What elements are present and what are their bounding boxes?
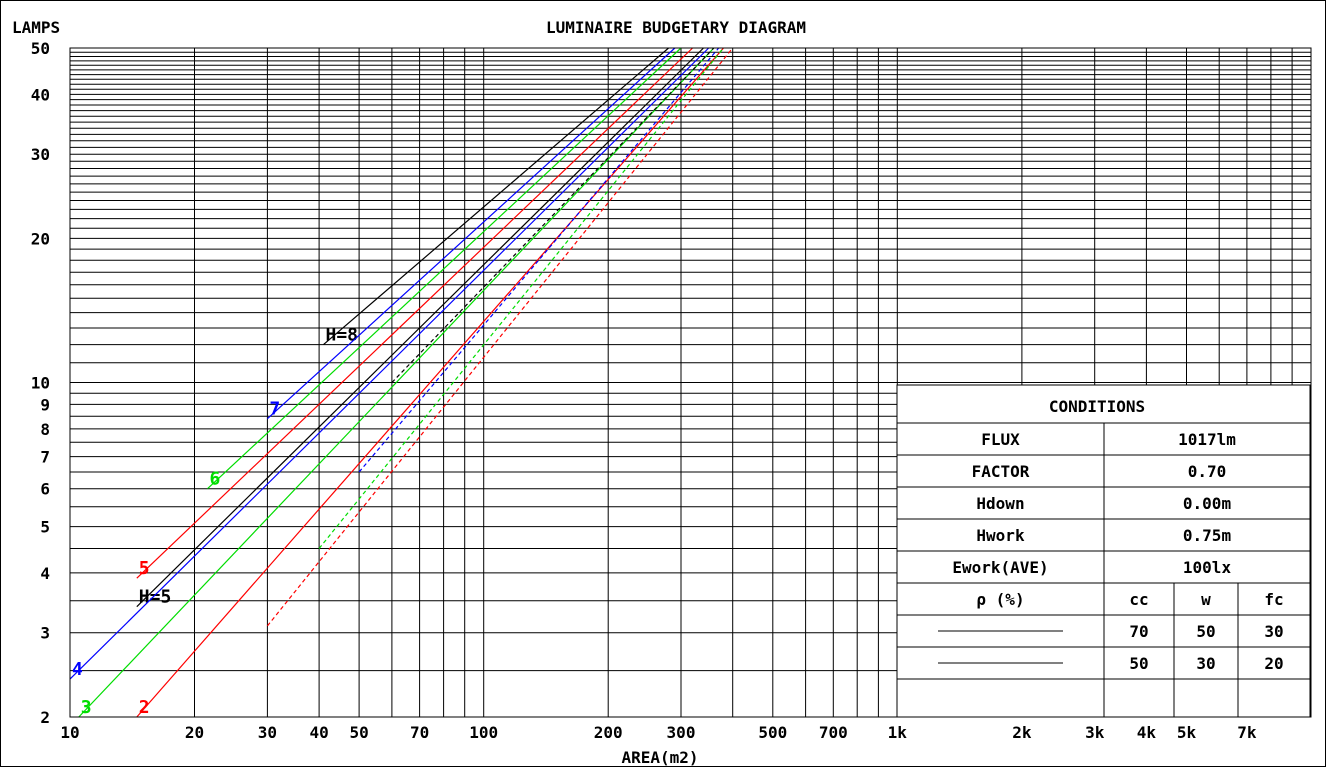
reflectance-value: 50 (1196, 622, 1215, 641)
x-tick-label: 40 (309, 723, 328, 742)
x-tick-label: 30 (258, 723, 277, 742)
y-tick-label: 50 (31, 39, 50, 58)
y-tick-label: 6 (40, 480, 50, 499)
x-tick-label: 70 (410, 723, 429, 742)
x-tick-label: 500 (758, 723, 787, 742)
condition-name: FACTOR (972, 462, 1030, 481)
series-label: H=5 (139, 587, 172, 608)
x-tick-label: 2k (1012, 723, 1032, 742)
x-tick-label: 50 (349, 723, 368, 742)
x-tick-label: 300 (667, 723, 696, 742)
series-label: 2 (139, 697, 150, 718)
series-label: 7 (269, 399, 280, 420)
reflectance-label: ρ (%) (976, 590, 1024, 609)
y-tick-label: 3 (40, 624, 50, 643)
reflectance-column: cc (1129, 590, 1148, 609)
x-tick-label: 100 (469, 723, 498, 742)
y-axis-title: LAMPS (12, 18, 60, 37)
reflectance-value: 30 (1264, 622, 1283, 641)
x-tick-label: 10 (60, 723, 79, 742)
series-label: H=8 (326, 325, 359, 346)
series-label: 4 (72, 659, 83, 680)
y-tick-label: 9 (40, 395, 50, 414)
x-tick-label: 200 (594, 723, 623, 742)
condition-value: 0.75m (1183, 526, 1232, 545)
x-tick-label: 4k (1137, 723, 1157, 742)
y-tick-label: 5 (40, 518, 50, 537)
y-tick-label: 20 (31, 229, 50, 248)
reflectance-value: 50 (1129, 654, 1148, 673)
y-tick-label: 40 (31, 85, 50, 104)
series-label: 6 (210, 469, 221, 490)
series-label: 5 (139, 558, 150, 579)
y-tick-label: 8 (40, 420, 50, 439)
y-tick-label: 2 (40, 708, 50, 727)
y-tick-label: 30 (31, 145, 50, 164)
reflectance-column: fc (1264, 590, 1283, 609)
x-tick-label: 700 (819, 723, 848, 742)
x-axis-title: AREA(m2) (621, 748, 698, 767)
condition-name: Hdown (976, 494, 1024, 513)
condition-name: Hwork (976, 526, 1025, 545)
condition-value: 0.00m (1183, 494, 1232, 513)
y-tick-label: 7 (40, 448, 50, 467)
chart-title: LUMINAIRE BUDGETARY DIAGRAM (546, 18, 806, 37)
condition-value: 0.70 (1188, 462, 1227, 481)
x-tick-label: 3k (1085, 723, 1105, 742)
reflectance-column: w (1201, 590, 1211, 609)
reflectance-value: 30 (1196, 654, 1215, 673)
condition-value: 1017lm (1178, 430, 1236, 449)
conditions-table: CONDITIONS FLUX 1017lm FACTOR 0.70 Hdown 0.00… (897, 385, 1310, 717)
condition-name: Ework(AVE) (952, 558, 1048, 577)
x-tick-label: 1k (888, 723, 908, 742)
y-tick-label: 4 (40, 564, 50, 583)
x-tick-label: 20 (185, 723, 204, 742)
reflectance-value: 70 (1129, 622, 1148, 641)
conditions-header: CONDITIONS (1049, 397, 1145, 416)
condition-name: FLUX (981, 430, 1020, 449)
y-tick-label: 10 (31, 374, 50, 393)
series-label: 3 (81, 697, 92, 718)
x-tick-label: 7k (1237, 723, 1257, 742)
x-tick-label: 5k (1177, 723, 1197, 742)
reflectance-value: 20 (1264, 654, 1283, 673)
condition-value: 100lx (1183, 558, 1232, 577)
